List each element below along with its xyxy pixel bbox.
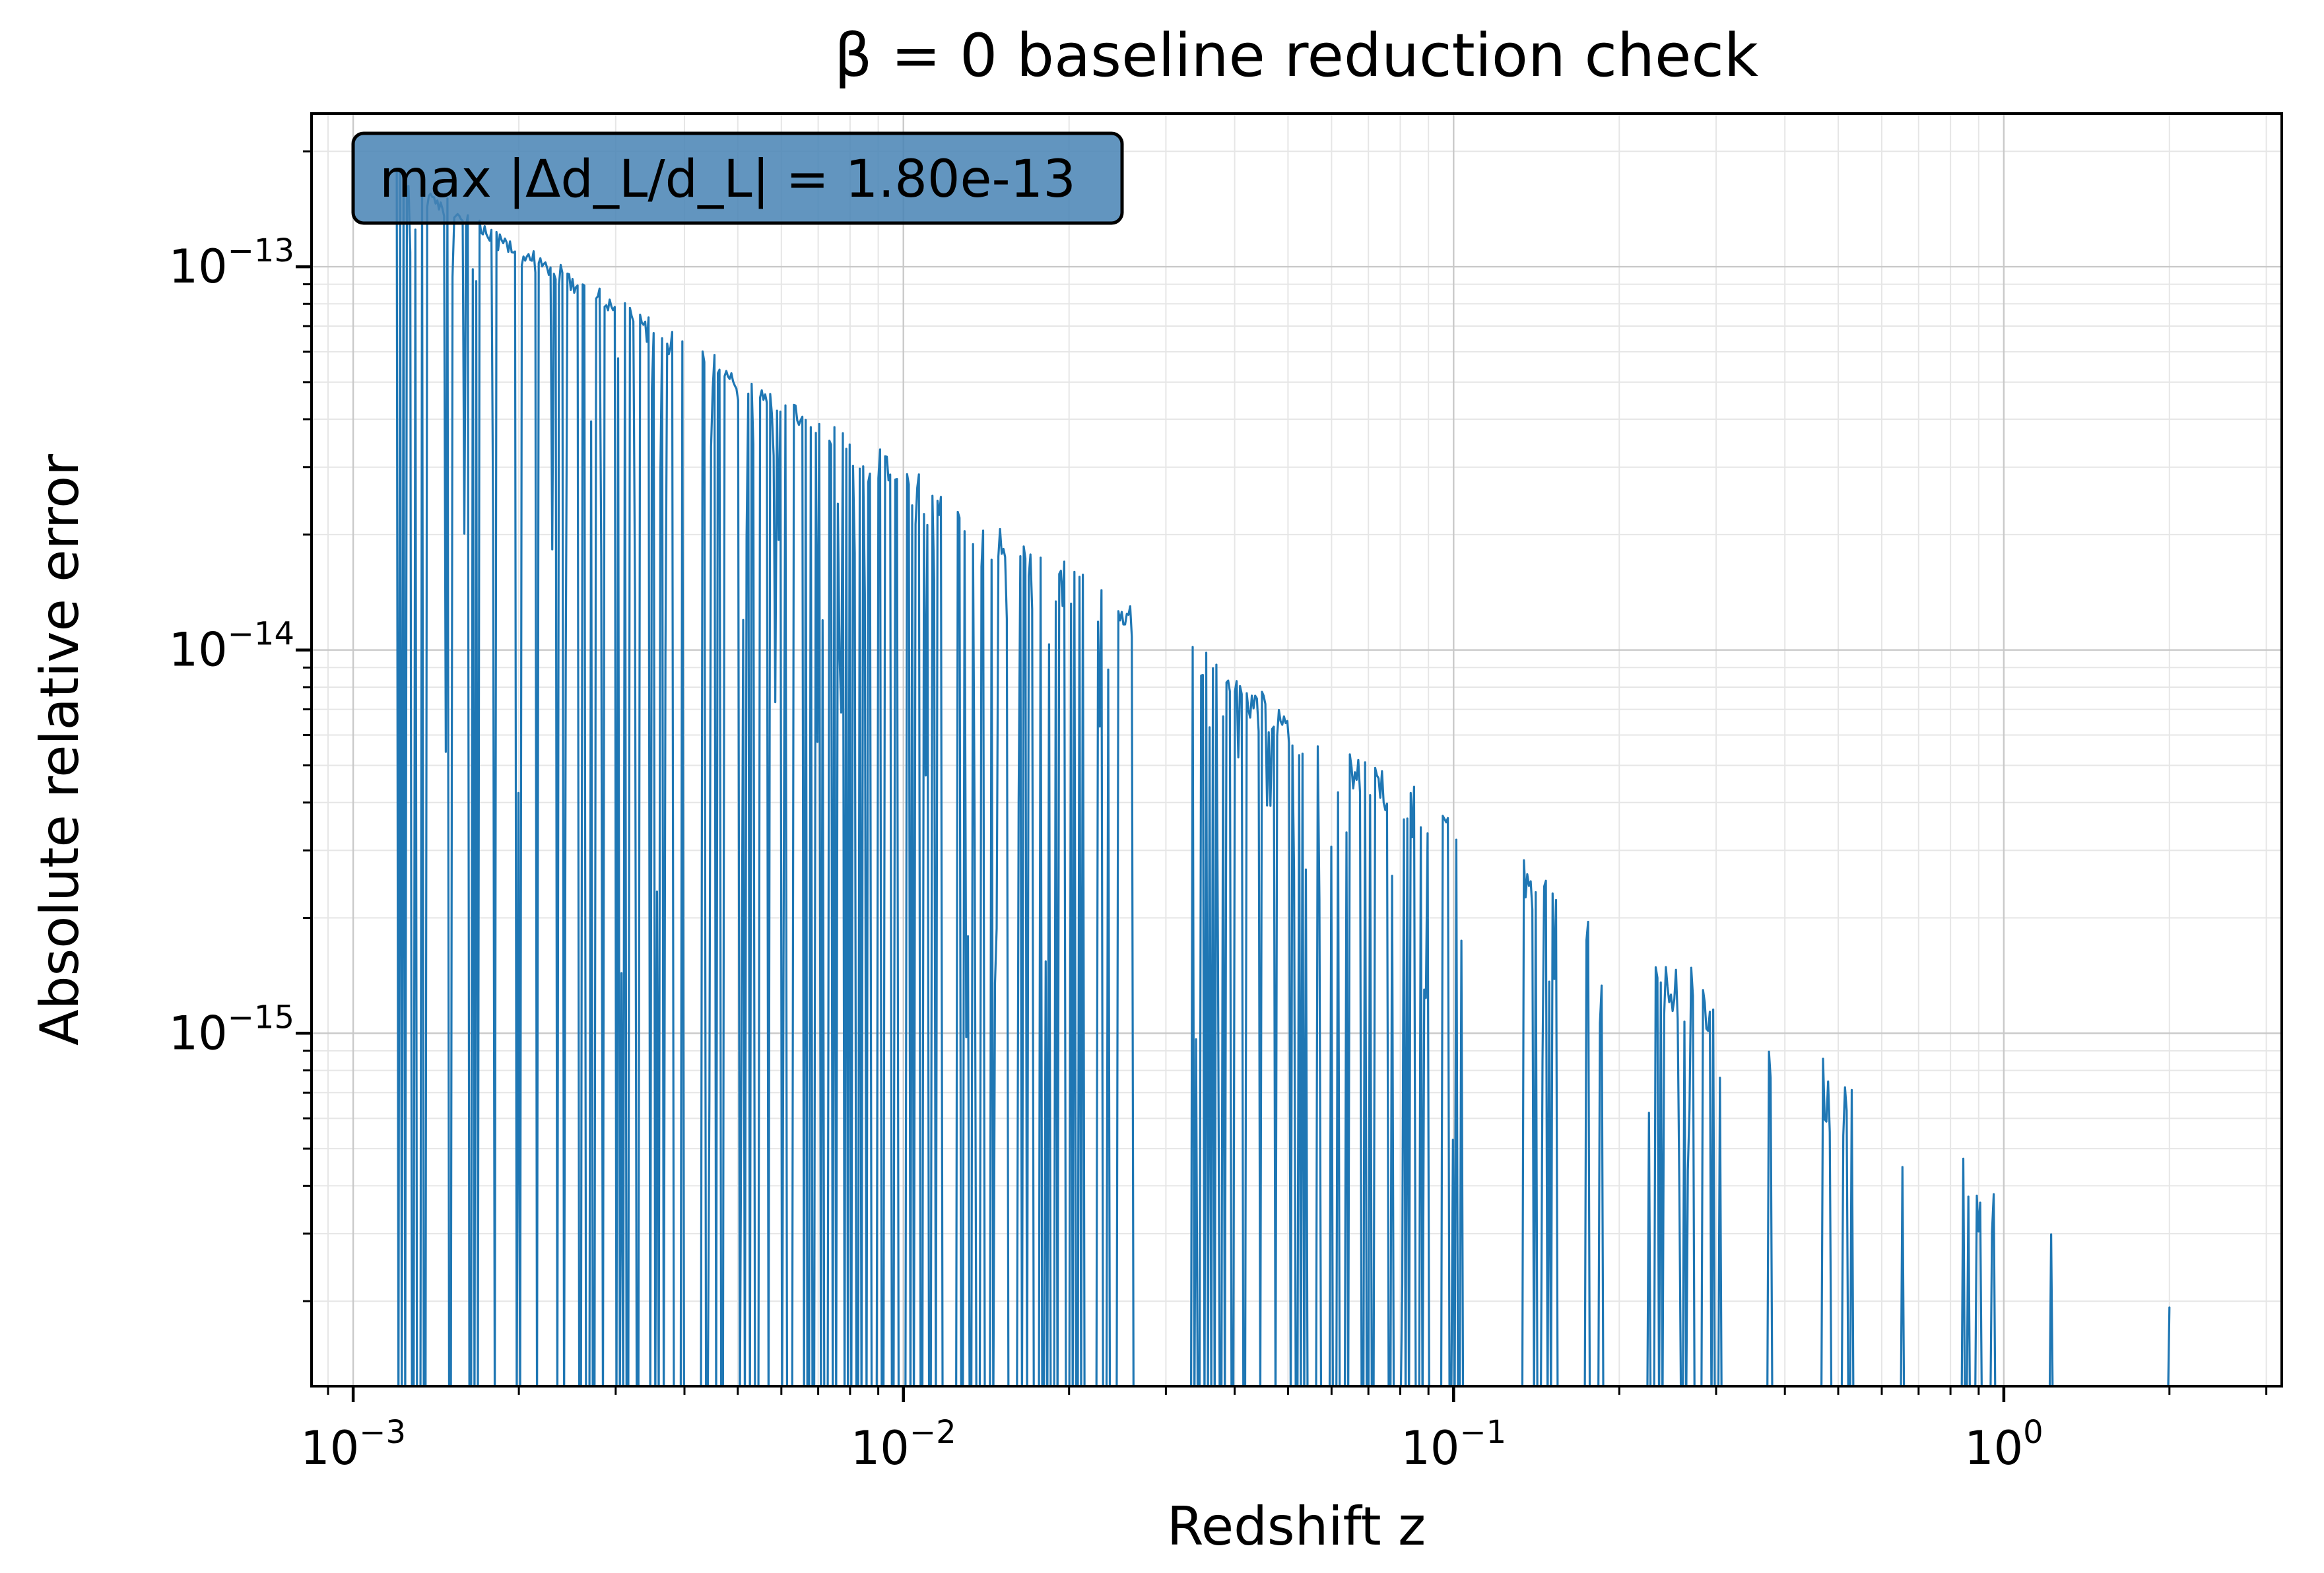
annotation: max |Δd_L/d_L| = 1.80e-13 [351, 131, 1124, 225]
axis-ticks [296, 150, 2268, 1402]
annotation-box [351, 131, 1124, 225]
x-tick-label: 100 [1964, 1414, 2043, 1475]
data-series [395, 168, 2171, 1386]
x-tick-label: 10−2 [851, 1414, 956, 1475]
chart-title: β = 0 baseline reduction check [834, 21, 1758, 90]
tick-labels: 10−3 10−2 10−1 100 10−13 10−14 10−15 [169, 232, 2043, 1475]
x-tick-label: 10−3 [300, 1414, 406, 1475]
y-tick-label: 10−15 [169, 999, 294, 1060]
axes-frame [310, 112, 2283, 1388]
y-axis-label: Absolute relative error [29, 454, 90, 1046]
y-tick-label: 10−14 [169, 616, 294, 677]
annotation-text: max |Δd_L/d_L| = 1.80e-13 [380, 150, 1076, 209]
x-axis-label: Redshift z [1167, 1496, 1426, 1557]
error-series-line [395, 168, 2171, 1386]
y-tick-label: 10−13 [169, 232, 294, 294]
x-tick-label: 10−1 [1401, 1414, 1506, 1475]
